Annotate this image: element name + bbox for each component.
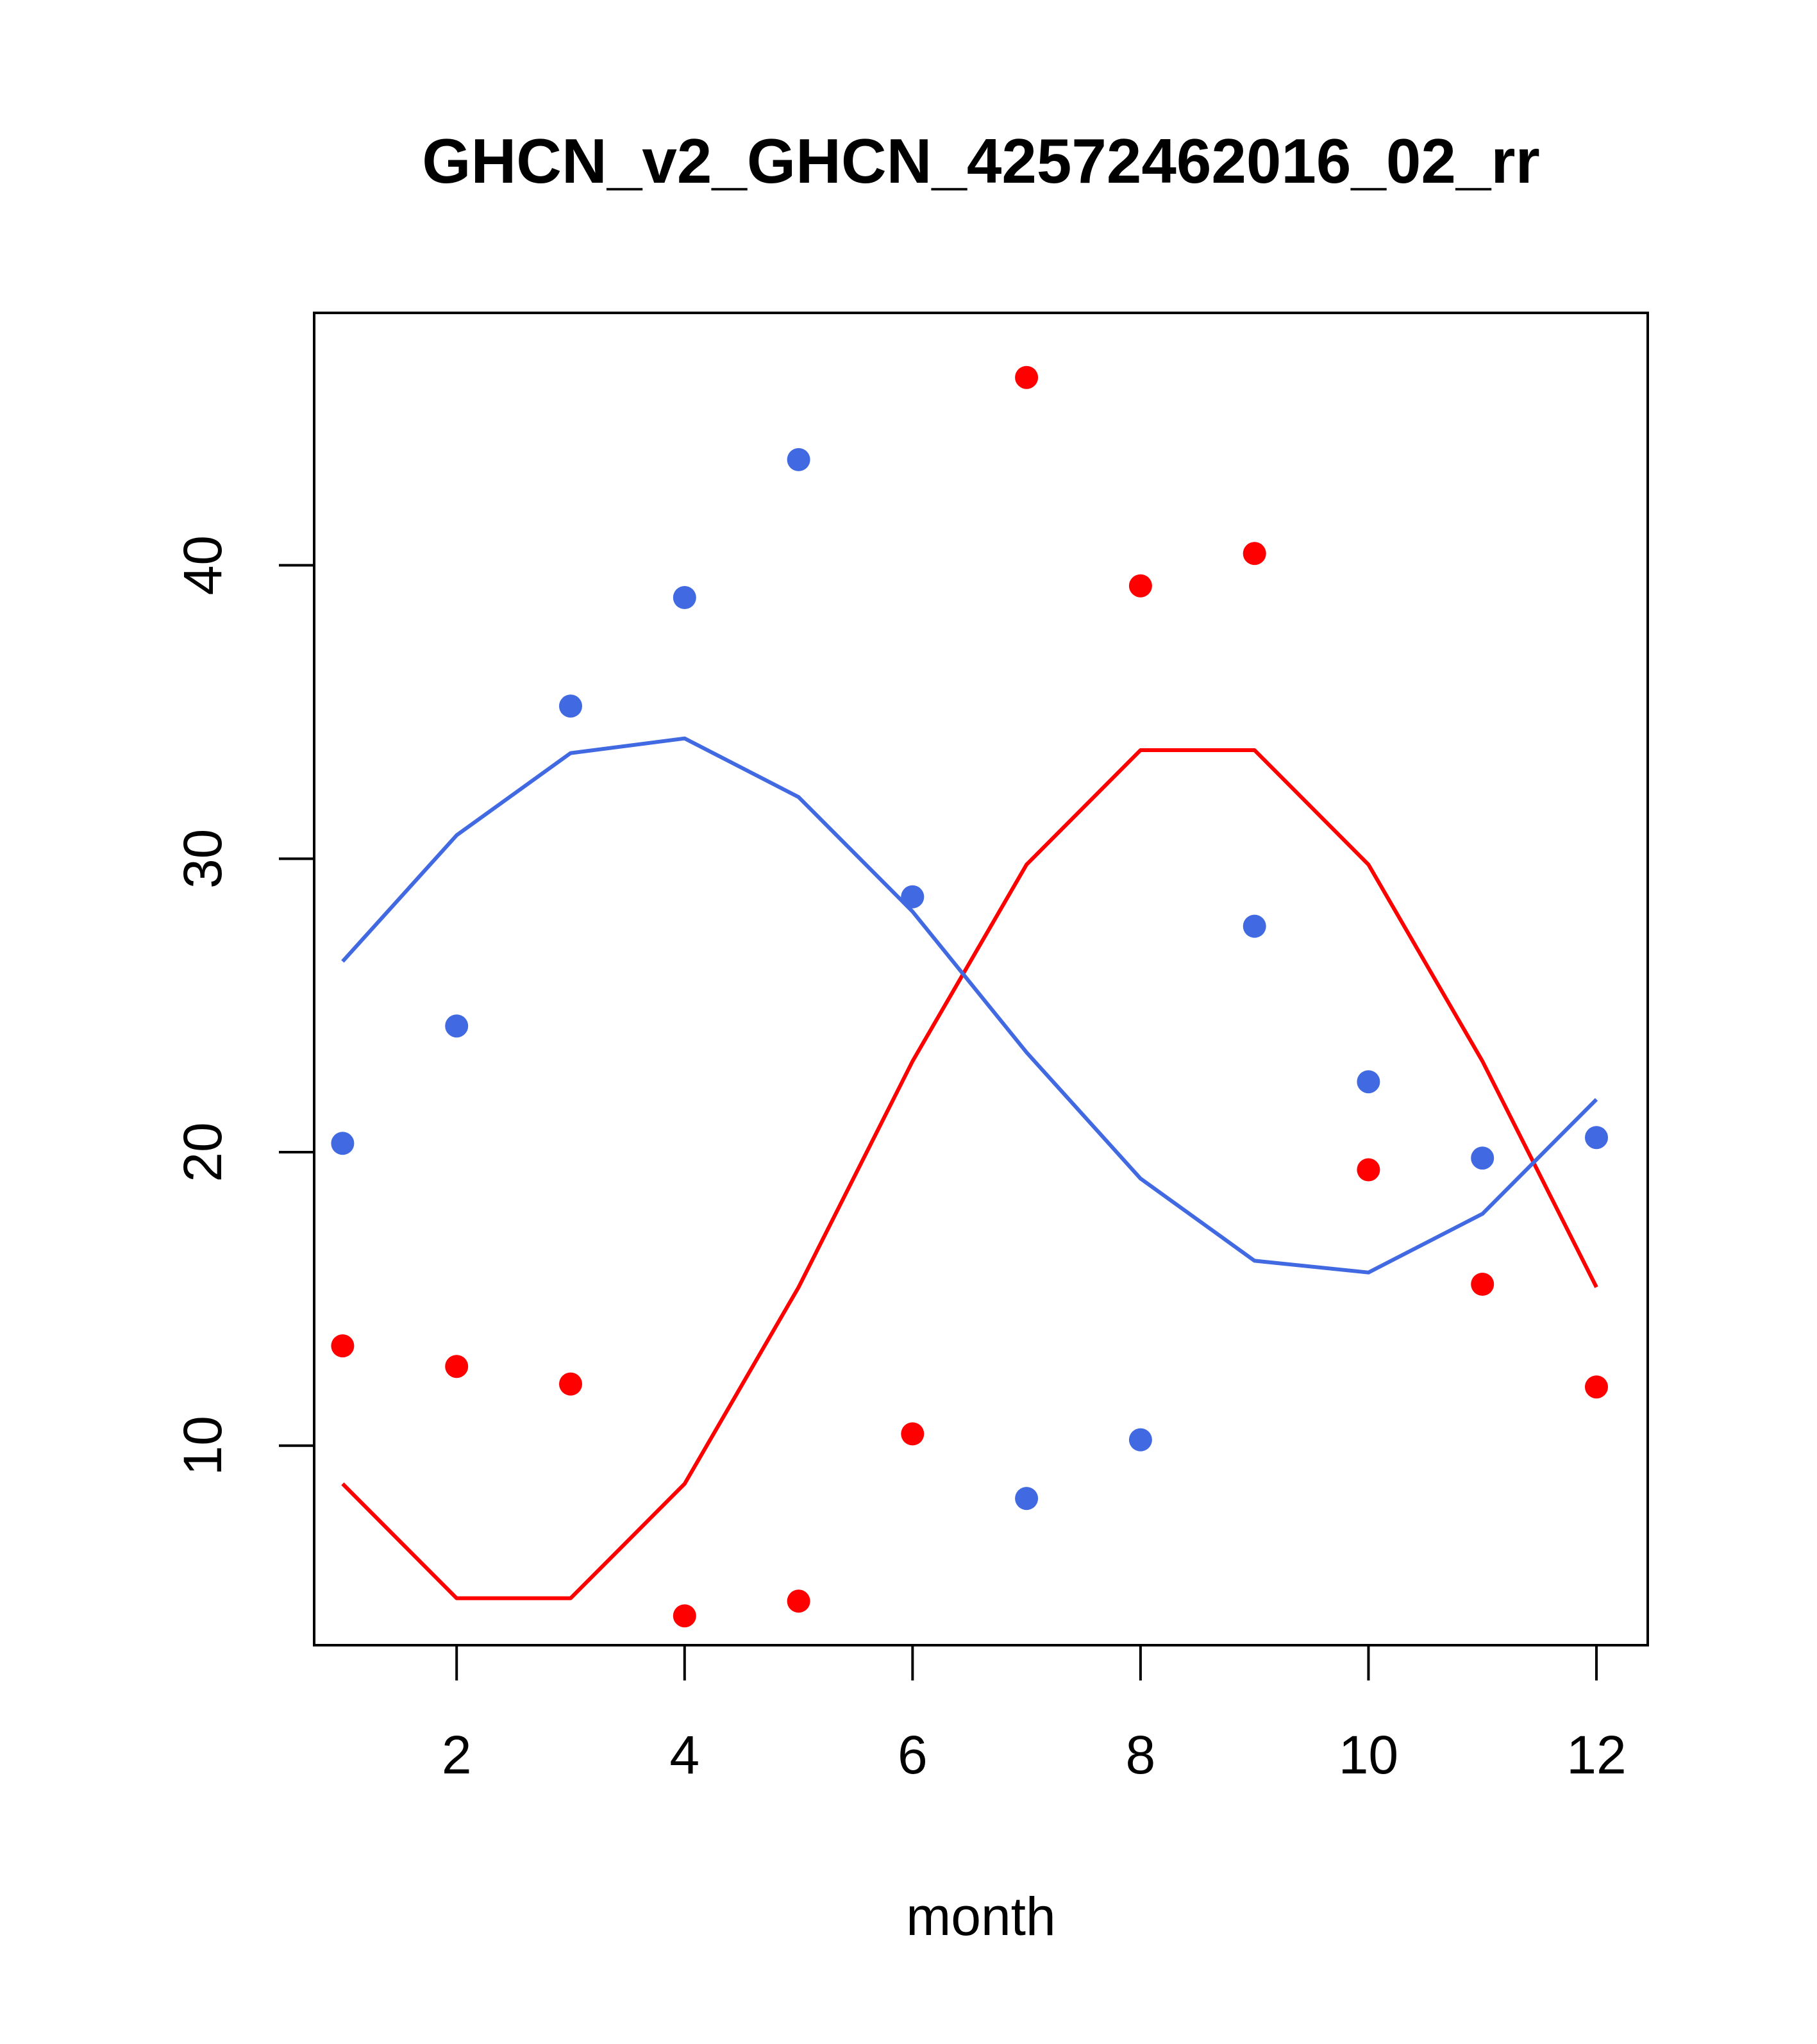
series-2-point	[787, 448, 810, 471]
series-1-point	[445, 1355, 469, 1378]
series-2-point	[1015, 1487, 1039, 1511]
x-tick-label: 8	[1126, 1725, 1156, 1785]
y-tick-label: 10	[172, 1416, 233, 1475]
x-tick-label: 12	[1566, 1725, 1626, 1785]
series-1-point	[1471, 1273, 1495, 1296]
series-2-point	[673, 586, 696, 609]
x-axis: 2 4 6 8 10 12	[442, 1644, 1627, 1785]
x-tick-label: 10	[1339, 1725, 1398, 1785]
y-axis: 10 20 30 40	[172, 535, 315, 1475]
series-1-point	[1585, 1375, 1608, 1399]
y-tick-label: 40	[172, 535, 233, 595]
series-1-point	[1015, 365, 1039, 389]
x-tick-label: 6	[898, 1725, 928, 1785]
series-2-point	[1128, 1428, 1152, 1452]
series-2-point	[1585, 1126, 1608, 1150]
x-tick-label: 2	[442, 1725, 472, 1785]
series-2-point	[901, 885, 925, 909]
series-2-point	[559, 694, 582, 718]
series-2-point	[1471, 1146, 1495, 1170]
series-1-point	[787, 1589, 810, 1613]
series-1-point	[1243, 542, 1266, 565]
series-2-point	[1357, 1070, 1380, 1094]
y-tick-label: 20	[172, 1122, 233, 1182]
series-1-fit-line	[341, 748, 1598, 1600]
series-1-point	[331, 1334, 355, 1358]
x-axis-title: month	[906, 1886, 1055, 1947]
y-tick-label: 30	[172, 829, 233, 889]
series-1-point	[901, 1422, 925, 1446]
series-2-point	[1243, 914, 1266, 938]
series-2-fit-line	[341, 736, 1598, 1275]
series-1-point	[1357, 1158, 1380, 1182]
series-1-point	[559, 1372, 582, 1396]
series-2-point	[445, 1014, 469, 1038]
series-2-point	[331, 1132, 355, 1155]
series-layer	[331, 365, 1608, 1628]
x-tick-label: 4	[669, 1725, 699, 1785]
series-1-point	[1128, 574, 1152, 598]
series-1-point	[673, 1604, 696, 1628]
chart-title: GHCN_v2_GHCN_42572462016_02_rr	[422, 126, 1539, 196]
plot-frame	[313, 312, 1649, 1646]
